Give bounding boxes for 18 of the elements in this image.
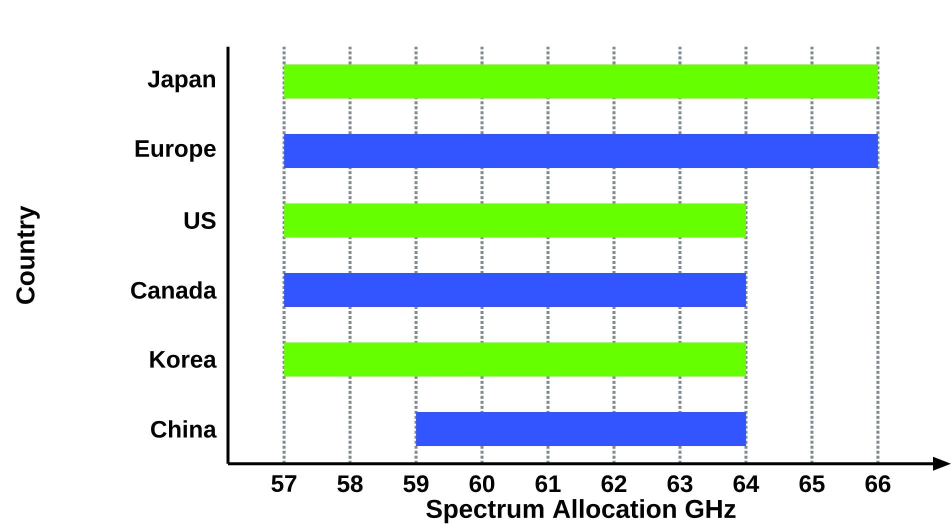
x-tick-label: 63	[668, 475, 692, 492]
x-tick-label: 64	[734, 475, 760, 492]
x-tick-label: 60	[470, 475, 494, 492]
x-tick-label: 62	[602, 475, 626, 492]
y-tick-label: Europe	[136, 140, 216, 162]
x-tick-label: 58	[338, 475, 363, 492]
y-axis-title: Country	[16, 206, 40, 304]
x-tick-label: 59	[403, 475, 428, 492]
y-tick-label: US	[184, 212, 216, 229]
x-tick-label: 57	[272, 475, 296, 492]
x-tick-label: 61	[536, 475, 561, 492]
y-tick-label: Korea	[150, 351, 217, 368]
y-tick-label: China	[151, 420, 217, 438]
y-tick-label: Canada	[131, 281, 217, 299]
x-axis-title: Spectrum Allocation GHz	[426, 499, 736, 524]
x-tick-label: 66	[866, 475, 890, 492]
x-tick-label: 65	[800, 475, 825, 492]
y-tick-label: Japan	[148, 70, 215, 92]
